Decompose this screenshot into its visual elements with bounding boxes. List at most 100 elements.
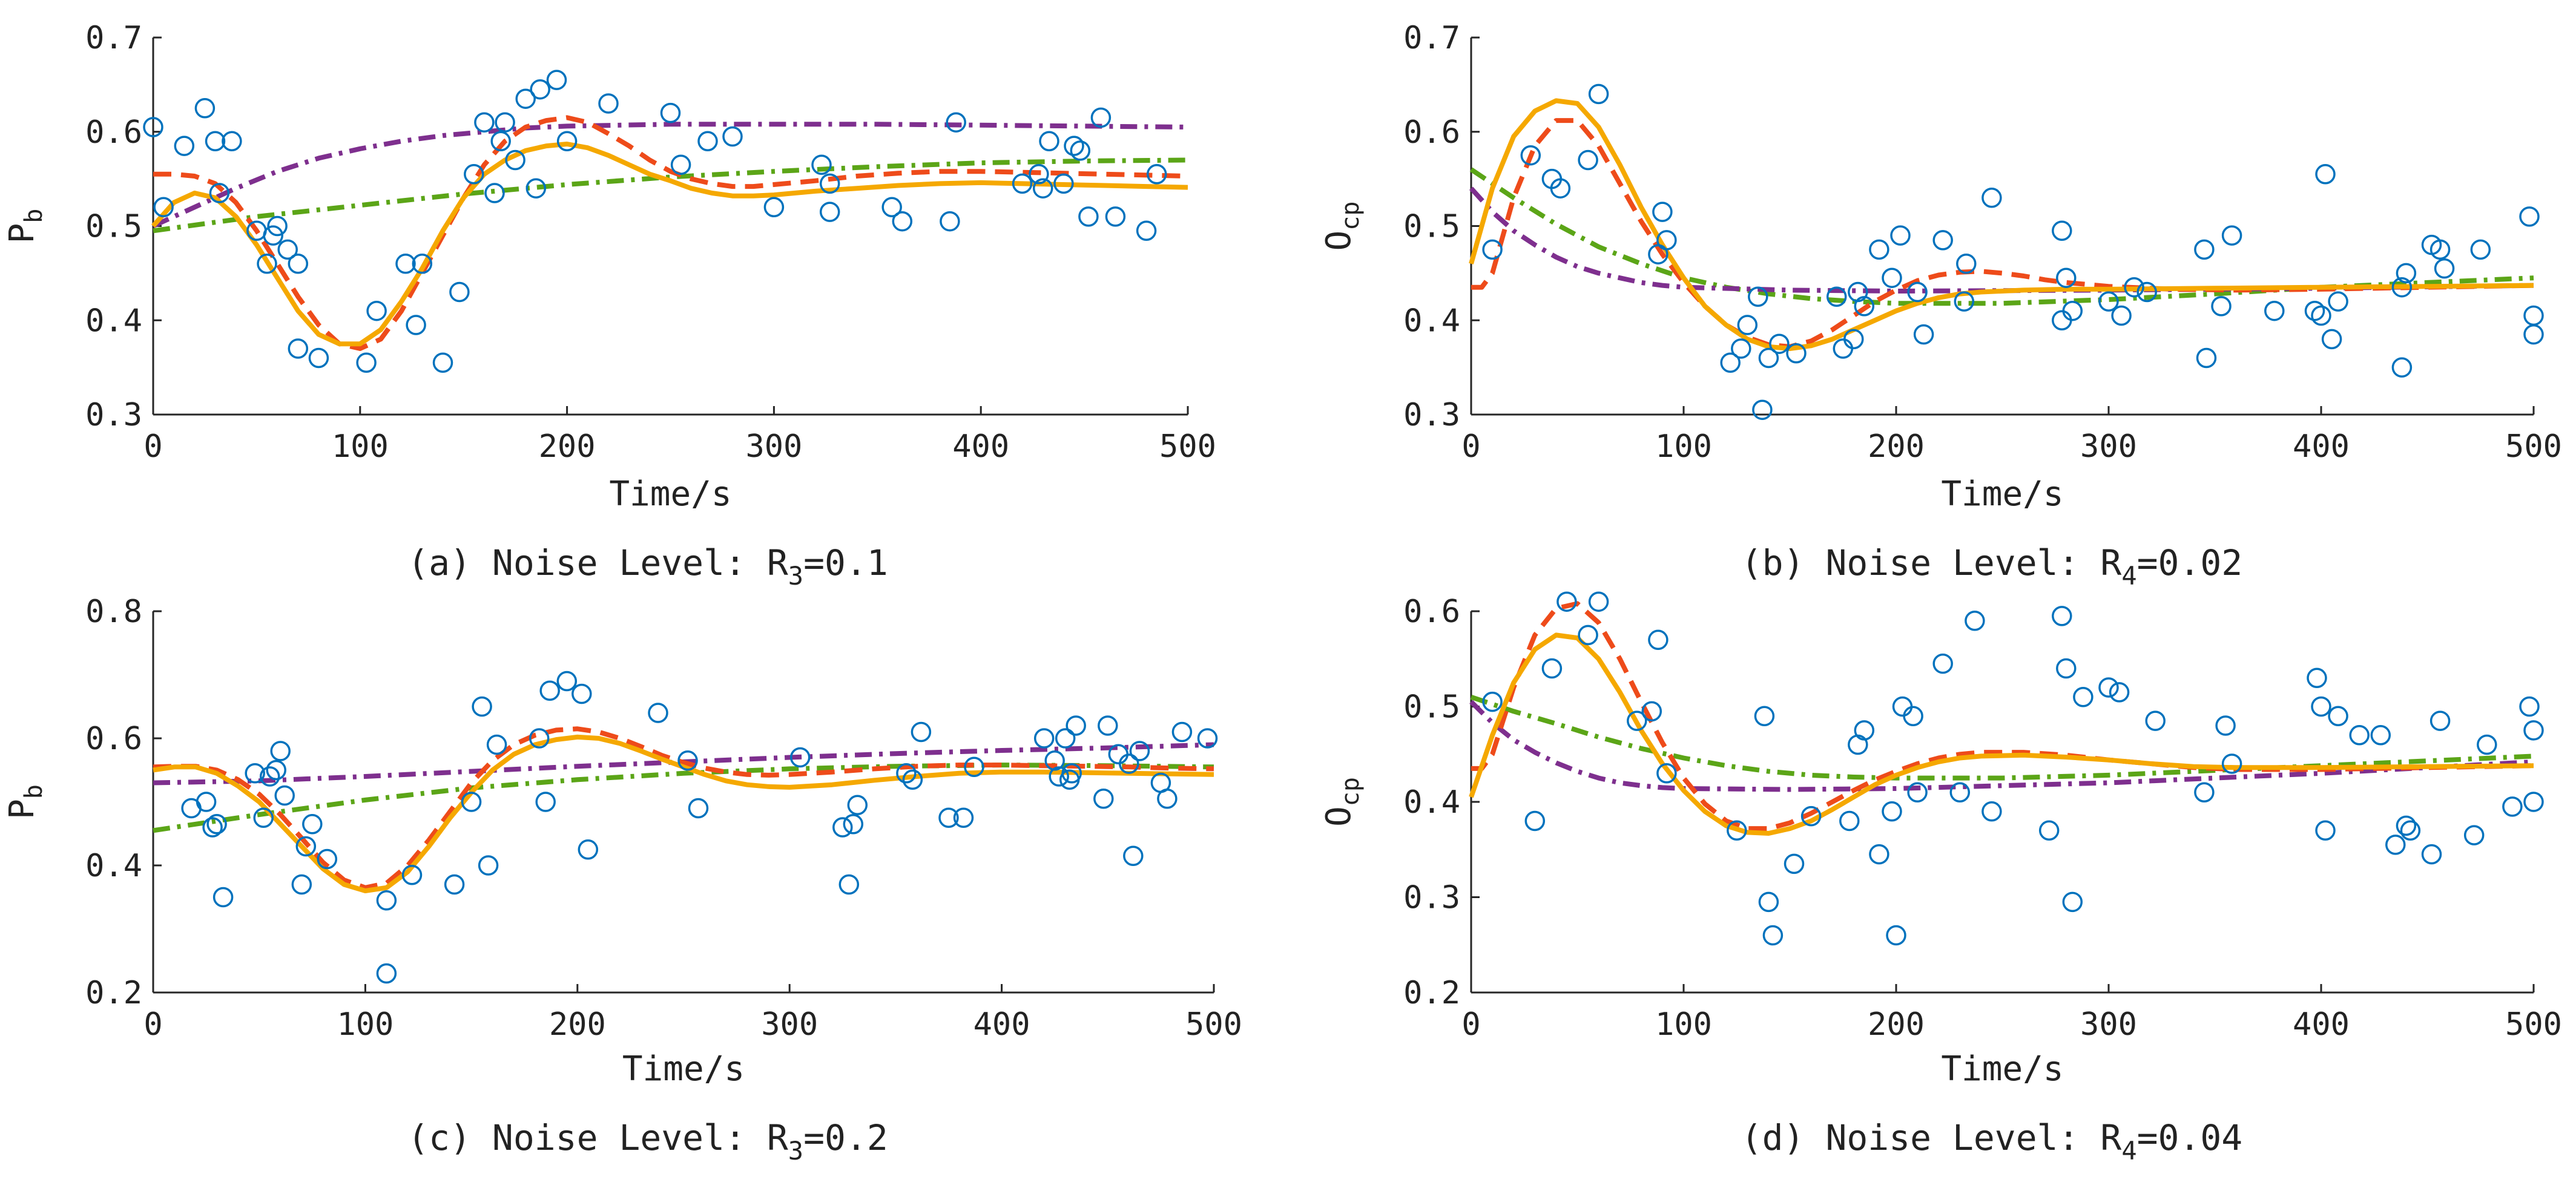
data-point xyxy=(2194,782,2215,803)
series-line-green-dashdot xyxy=(153,763,1214,833)
data-point xyxy=(464,164,484,185)
data-point xyxy=(490,131,511,152)
panel-d: 0 100 200 300 400 500 0.2 0.3 0.4 0.5 0.6 Time/s Ocp… xyxy=(1319,591,2562,1166)
data-point xyxy=(2429,239,2451,260)
data-point xyxy=(1762,925,1784,946)
data-point xyxy=(1105,206,1126,227)
data-point xyxy=(266,760,286,781)
y-tick-label: 0.2 xyxy=(1403,975,1460,1011)
y-tick-label: 0.3 xyxy=(1403,880,1460,916)
data-point xyxy=(205,131,226,152)
data-point xyxy=(1053,173,1074,194)
caption-value: =0.2 xyxy=(803,1117,888,1158)
caption-value: =0.1 xyxy=(803,542,888,583)
data-point xyxy=(196,792,217,812)
data-point xyxy=(143,117,163,137)
data-point xyxy=(478,855,499,876)
x-tick-label: 300 xyxy=(761,1006,818,1043)
data-point xyxy=(1061,763,1082,784)
data-point xyxy=(953,807,974,828)
data-point xyxy=(1044,750,1065,771)
data-point xyxy=(1954,291,1975,312)
data-point xyxy=(1049,766,1069,787)
data-point xyxy=(2328,291,2348,312)
data-point xyxy=(1064,136,1084,156)
data-point xyxy=(2221,753,2242,774)
data-point xyxy=(1588,84,1609,105)
data-point xyxy=(1854,296,1875,317)
data-point xyxy=(1886,925,1906,946)
y-tick-label: 0.5 xyxy=(1403,689,1460,726)
data-point xyxy=(2523,720,2544,741)
data-point xyxy=(2477,734,2497,755)
data-point xyxy=(1627,710,1647,731)
data-point xyxy=(819,202,840,222)
data-point xyxy=(789,747,811,768)
data-point xyxy=(1648,629,1668,651)
data-point xyxy=(1524,810,1546,832)
data-point xyxy=(1578,149,1598,171)
data-point xyxy=(1652,202,1673,222)
y-tick-label: 0.3 xyxy=(85,397,142,433)
data-point xyxy=(2391,277,2413,298)
data-point xyxy=(1981,188,2002,208)
data-point xyxy=(288,254,309,274)
data-point xyxy=(722,126,743,147)
x-tick-label: 0 xyxy=(143,1006,162,1043)
data-point xyxy=(2111,305,2132,326)
data-point xyxy=(356,352,377,373)
data-point xyxy=(1482,691,1503,712)
data-point xyxy=(2385,835,2406,855)
data-point xyxy=(2052,606,2072,626)
data-point xyxy=(2328,706,2348,727)
y-axis-label-main: O xyxy=(1319,231,1359,251)
caption-subscript: 4 xyxy=(2121,1136,2136,1166)
series-line-purple-dashdot xyxy=(152,122,1188,229)
data-point xyxy=(2519,206,2540,227)
y-tick-label: 0.7 xyxy=(85,20,142,56)
data-point xyxy=(1029,164,1049,185)
data-point xyxy=(556,131,578,152)
data-point xyxy=(1119,753,1139,774)
data-point xyxy=(202,817,223,838)
data-point xyxy=(1932,230,1953,251)
data-point xyxy=(1737,315,1758,335)
x-tick-label: 200 xyxy=(549,1006,606,1043)
data-point xyxy=(572,683,592,704)
x-tick-label: 300 xyxy=(2080,1006,2137,1043)
data-point xyxy=(209,183,230,203)
data-point xyxy=(1903,706,1923,727)
data-point xyxy=(253,807,274,828)
data-point xyxy=(1720,352,1741,373)
data-point xyxy=(1039,131,1059,152)
data-point xyxy=(2194,239,2215,260)
data-point xyxy=(317,848,338,870)
x-axis-label: Time/s xyxy=(1941,474,2063,514)
y-axis-label-sub: b xyxy=(20,784,48,799)
data-point xyxy=(495,112,515,133)
data-point xyxy=(302,814,323,835)
data-point xyxy=(1826,286,1847,307)
data-point xyxy=(2211,296,2232,317)
data-point xyxy=(1656,763,1677,784)
data-point xyxy=(2349,725,2370,746)
x-tick-label: 100 xyxy=(1655,1006,1712,1043)
data-point xyxy=(1854,720,1875,741)
x-tick-label: 200 xyxy=(1868,428,1925,465)
series-line-red-dashed xyxy=(1471,601,2534,832)
data-point xyxy=(2196,347,2217,369)
data-point xyxy=(1588,591,1609,612)
data-point xyxy=(1843,329,1864,350)
caption-text: (d) Noise Level: R xyxy=(1741,1117,2122,1158)
data-point xyxy=(376,890,397,911)
x-tick-label: 500 xyxy=(1159,428,1216,465)
data-point xyxy=(2523,792,2544,812)
data-point xyxy=(174,136,195,156)
data-point xyxy=(395,254,416,274)
data-point xyxy=(212,887,234,908)
data-point xyxy=(206,814,227,835)
data-point xyxy=(1550,178,1571,198)
y-tick-label: 0.6 xyxy=(1403,114,1460,151)
panel-a: 0 100 200 300 400 500 0.3 0.4 0.5 0.6 0.7 Time/s Pb (… xyxy=(2,20,1216,591)
